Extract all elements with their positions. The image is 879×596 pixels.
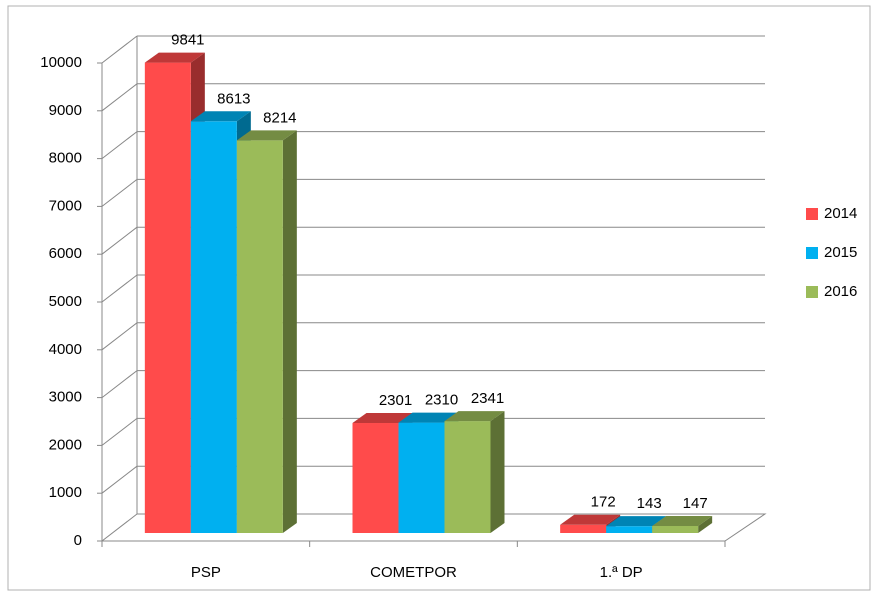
bar-side bbox=[282, 130, 297, 534]
x-tick-label: 1.ª DP bbox=[600, 564, 643, 581]
y-tick-label: 6000 bbox=[49, 245, 82, 262]
data-label: 2301 bbox=[379, 392, 412, 409]
grid-line bbox=[101, 418, 138, 446]
grid-line bbox=[101, 83, 138, 112]
grid-line bbox=[101, 35, 138, 64]
y-tick-label: 8000 bbox=[49, 150, 82, 167]
bar bbox=[444, 421, 491, 533]
bar bbox=[560, 524, 607, 533]
grid-line bbox=[101, 513, 138, 542]
bar-top bbox=[352, 413, 413, 424]
bar-top bbox=[444, 411, 505, 422]
grid-line bbox=[101, 179, 138, 207]
legend-swatch bbox=[806, 247, 818, 259]
bar-top bbox=[144, 52, 205, 63]
bar-side bbox=[698, 515, 713, 533]
bar-top bbox=[652, 515, 713, 526]
grid-line bbox=[101, 370, 138, 398]
legend-swatch bbox=[806, 208, 818, 220]
legend-swatch bbox=[806, 286, 818, 298]
y-tick-label: 2000 bbox=[49, 436, 82, 453]
data-label: 143 bbox=[637, 495, 662, 512]
legend-label: 2014 bbox=[824, 205, 857, 222]
data-label: 2341 bbox=[471, 390, 504, 407]
y-tick-label: 7000 bbox=[49, 197, 82, 214]
y-tick-label: 5000 bbox=[49, 293, 82, 310]
bar bbox=[352, 423, 399, 533]
x-tick-label: COMETPOR bbox=[370, 564, 457, 581]
x-tick-label: PSP bbox=[191, 564, 221, 581]
grid-line bbox=[101, 131, 138, 159]
legend-label: 2016 bbox=[824, 283, 857, 300]
data-label: 9841 bbox=[171, 32, 204, 49]
y-tick-label: 9000 bbox=[49, 102, 82, 119]
bar-top bbox=[398, 412, 459, 423]
bar bbox=[190, 121, 237, 534]
y-tick-label: 3000 bbox=[49, 389, 82, 406]
bar bbox=[652, 525, 699, 533]
bar bbox=[144, 62, 191, 534]
data-label: 147 bbox=[683, 495, 708, 512]
grid-line bbox=[101, 274, 138, 303]
bar-top bbox=[236, 130, 297, 141]
y-tick-label: 1000 bbox=[49, 484, 82, 501]
bar bbox=[398, 422, 445, 533]
data-label: 172 bbox=[591, 494, 616, 511]
bar bbox=[236, 140, 283, 534]
bar bbox=[606, 526, 653, 533]
y-tick-label: 4000 bbox=[49, 341, 82, 358]
grid-line bbox=[101, 322, 138, 351]
y-tick-label: 10000 bbox=[40, 54, 82, 71]
grid-line bbox=[101, 465, 138, 494]
grid-line bbox=[101, 226, 138, 255]
bar-top bbox=[560, 514, 621, 525]
bar-side bbox=[490, 411, 505, 533]
data-label: 2310 bbox=[425, 392, 458, 409]
legend-label: 2015 bbox=[824, 244, 857, 261]
data-label: 8613 bbox=[217, 90, 250, 107]
bar-top bbox=[190, 111, 251, 122]
data-label: 8214 bbox=[263, 109, 296, 126]
y-tick-label: 0 bbox=[74, 532, 82, 549]
bar-top bbox=[606, 516, 667, 527]
